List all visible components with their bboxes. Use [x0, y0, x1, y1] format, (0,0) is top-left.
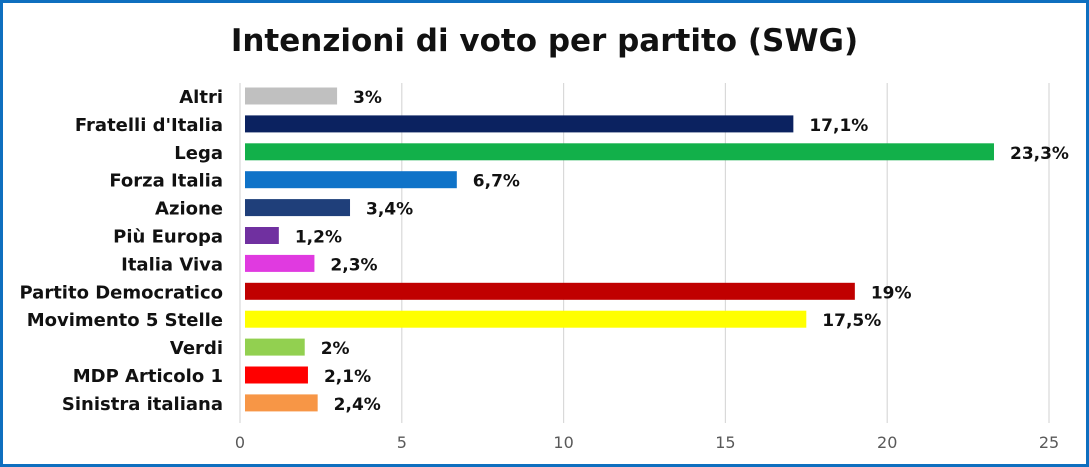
bar-chart: 0 5 10 15 20 25 Altri 3% Fratelli d'Italia 17,1% L… — [19, 83, 1069, 452]
x-tick-label: 20 — [877, 433, 897, 452]
data-label: 23,3% — [1010, 144, 1069, 164]
category-label: MDP Articolo 1 — [73, 366, 223, 387]
bar — [245, 366, 308, 384]
data-label: 2,1% — [324, 367, 371, 387]
data-label: 17,1% — [809, 116, 868, 136]
x-tick-label: 5 — [397, 433, 407, 452]
data-label: 2,3% — [330, 255, 377, 275]
category-label: Fratelli d'Italia — [75, 115, 223, 136]
data-label: 1,2% — [295, 228, 342, 248]
data-label: 17,5% — [822, 311, 881, 331]
category-label: Altri — [179, 87, 223, 108]
x-tick-label: 0 — [235, 433, 245, 452]
bar — [245, 227, 279, 244]
bar — [245, 171, 457, 189]
data-label: 19% — [871, 283, 912, 303]
chart-title: Intenzioni di voto per partito (SWG) — [230, 23, 859, 59]
bar — [245, 87, 338, 105]
bar — [245, 338, 305, 356]
bar — [245, 282, 855, 300]
category-label: Forza Italia — [109, 171, 223, 192]
data-label: 2,4% — [334, 395, 381, 415]
data-label: 2% — [321, 339, 350, 359]
category-label: Partito Democratico — [19, 282, 223, 303]
category-label: Italia Viva — [121, 254, 223, 275]
data-label: 6,7% — [473, 172, 520, 192]
bar — [245, 115, 794, 133]
category-label: Sinistra italiana — [62, 394, 223, 415]
bar — [245, 310, 807, 328]
x-tick-label: 15 — [715, 433, 735, 452]
x-tick-label: 10 — [553, 433, 573, 452]
bar — [245, 143, 994, 161]
category-label: Verdi — [170, 338, 223, 359]
category-label: Movimento 5 Stelle — [27, 310, 223, 331]
category-label: Più Europa — [113, 227, 223, 248]
data-label: 3% — [353, 88, 382, 108]
bar — [245, 254, 315, 272]
x-tick-label: 25 — [1039, 433, 1059, 452]
bar — [245, 394, 318, 412]
bar — [245, 199, 351, 217]
category-label: Azione — [155, 199, 223, 220]
data-label: 3,4% — [366, 200, 413, 220]
category-label: Lega — [174, 143, 223, 164]
